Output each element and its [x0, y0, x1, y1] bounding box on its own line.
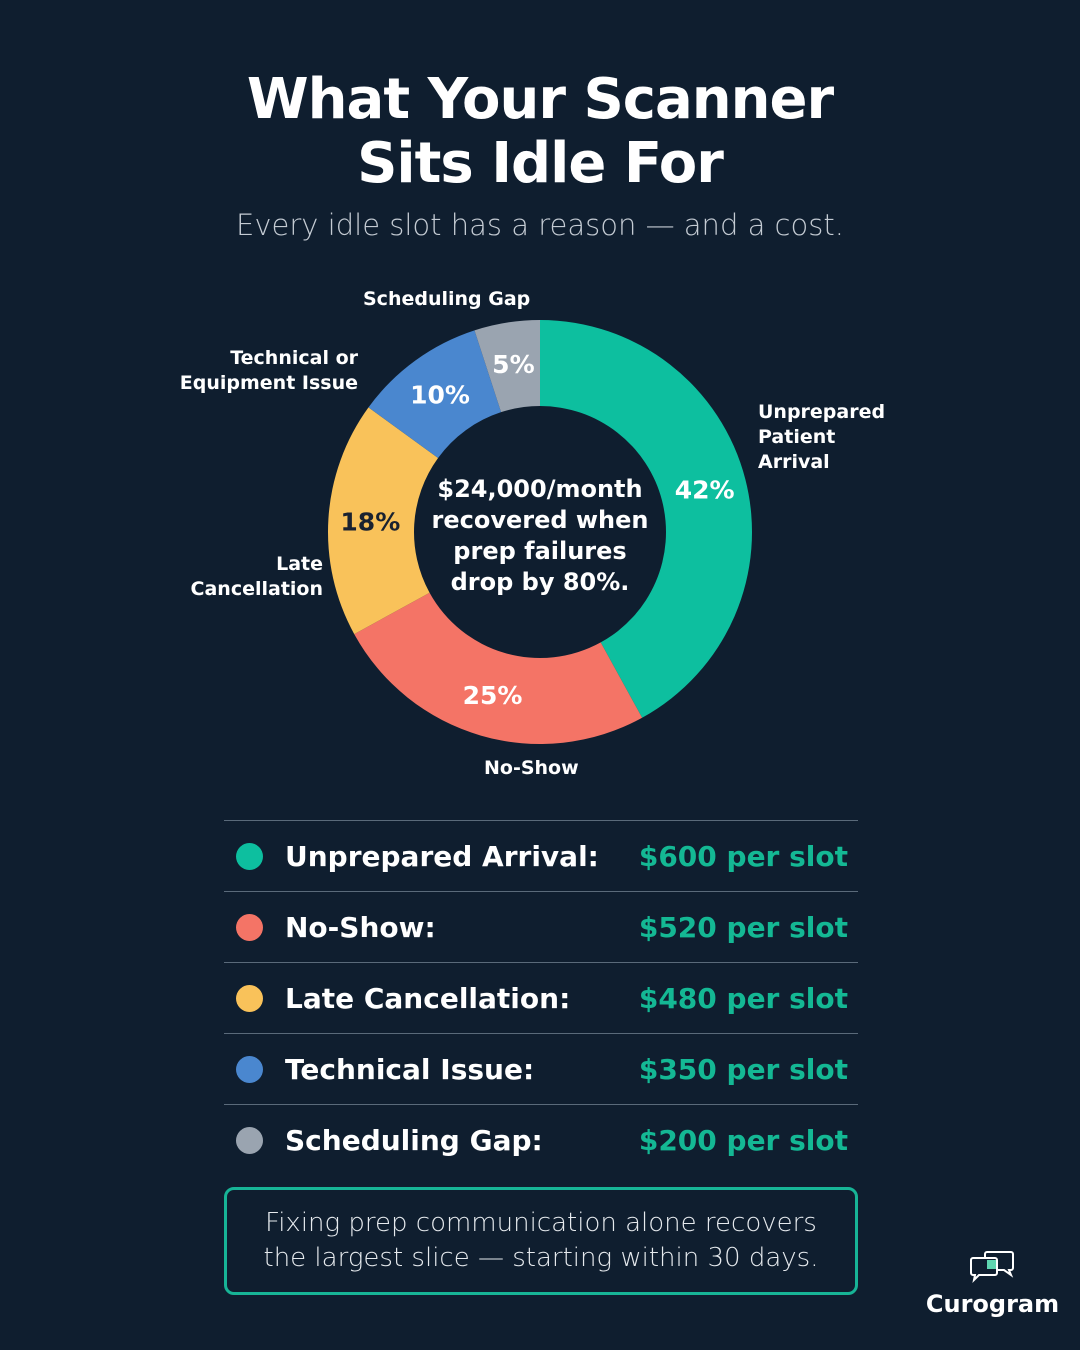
legend-dot [236, 1126, 263, 1154]
legend-value: $480 per slot [638, 981, 848, 1015]
legend-value: $350 per slot [638, 1052, 848, 1086]
slice-label-no-show: No-Show [484, 757, 579, 779]
slice-label-unprepared: Unprepared Patient Arrival [758, 401, 886, 473]
subtitle: Every idle slot has a reason — and a cos… [236, 208, 844, 242]
donut-slice-no-show [354, 592, 643, 745]
legend-label: Late Cancellation: [285, 981, 571, 1015]
donut-slice-technical-or-equipment-issue [368, 330, 502, 458]
legend-dot [236, 984, 263, 1012]
legend-dot [236, 842, 263, 870]
brand-logo: Curogram [920, 1248, 1065, 1318]
title-line-1: What Your Scanner [246, 67, 834, 132]
chat-bubbles-icon [969, 1251, 1014, 1284]
slice-value-label: 18% [340, 507, 400, 536]
slice-value-label: 42% [675, 476, 735, 505]
callout-box: Fixing prep communication alone recovers… [224, 1187, 858, 1295]
legend-value: $520 per slot [638, 910, 848, 944]
title-line-2: Sits Idle For [357, 131, 724, 196]
legend-dot [236, 913, 263, 941]
legend-row: Scheduling Gap: $200 per slot [224, 1104, 858, 1175]
legend-row: Unprepared Arrival: $600 per slot [224, 820, 858, 891]
center-text-line: prep failures [453, 537, 626, 565]
donut-slice-scheduling-gap [474, 320, 540, 413]
center-text-line: drop by 80%. [451, 568, 630, 596]
legend-row: Technical Issue: $350 per slot [224, 1033, 858, 1104]
cost-legend: Unprepared Arrival: $600 per slot No-Show… [224, 820, 858, 1175]
legend-label: Scheduling Gap: [285, 1123, 543, 1157]
legend-value: $600 per slot [638, 839, 848, 873]
slice-label-scheduling-gap: Scheduling Gap [363, 288, 531, 310]
legend-row: Late Cancellation: $480 per slot [224, 962, 858, 1033]
page-title: What Your Scanner Sits Idle For [0, 68, 1080, 196]
brand-name: Curogram [925, 1290, 1060, 1318]
donut-slice-unprepared-patient-arrival [540, 320, 753, 718]
legend-label: Technical Issue: [285, 1052, 535, 1086]
legend-label: No-Show: [285, 910, 436, 944]
slice-value-label: 10% [410, 380, 470, 409]
center-text-line: recovered when [431, 506, 648, 534]
center-text-line: $24,000/month [437, 475, 642, 503]
slice-value-label: 5% [492, 350, 534, 379]
legend-dot [236, 1055, 263, 1083]
donut-chart: 42% 25% 18% 10% 5% $24,000/month recovered whe… [328, 320, 753, 745]
legend-value: $200 per slot [638, 1123, 848, 1157]
slice-value-label: 25% [463, 681, 523, 710]
donut-slice-late-cancellation [328, 407, 439, 635]
slice-label-late-cancellation: Late Cancellation [190, 553, 323, 600]
legend-row: No-Show: $520 per slot [224, 891, 858, 962]
callout-text: Fixing prep communication alone recovers… [263, 1208, 819, 1273]
legend-label: Unprepared Arrival: [285, 839, 599, 873]
slice-label-technical: Technical or Equipment Issue [179, 347, 358, 394]
